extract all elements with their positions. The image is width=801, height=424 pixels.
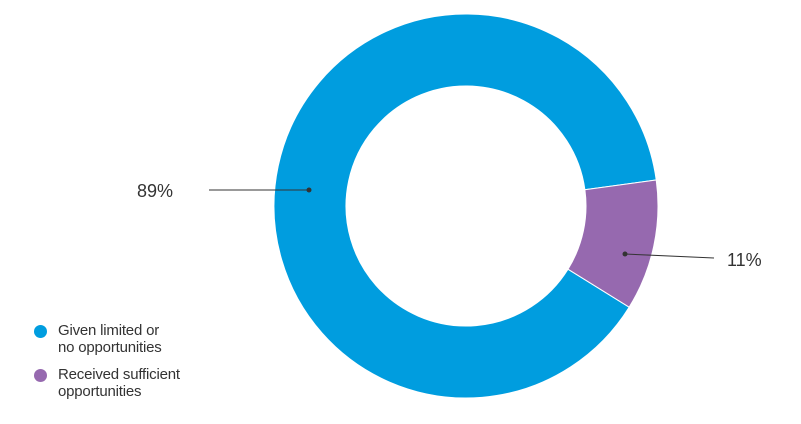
legend-swatch-received-sufficient (34, 369, 47, 382)
leader-dot (622, 251, 628, 257)
slice-received-sufficient (567, 179, 659, 308)
data-label-given-limited: 89% (137, 181, 173, 201)
legend-label-line: Given limited or (58, 322, 160, 339)
donut-slices (273, 13, 659, 399)
leader-dot (306, 187, 312, 193)
legend-label-line: no opportunities (58, 339, 162, 356)
legend-label-line: Received sufficient (58, 366, 180, 383)
legend-label-line: opportunities (58, 383, 142, 400)
leader-line (624, 253, 715, 259)
slice-given-limited (273, 13, 657, 399)
chart-legend: Given limited or no opportunities Receiv… (34, 322, 223, 410)
legend-swatch-given-limited (34, 325, 47, 338)
legend-label-given-limited: Given limited or no opportunities (58, 322, 223, 356)
legend-item-given-limited: Given limited or no opportunities (34, 322, 223, 356)
data-label-received-sufficient: 11% (727, 250, 762, 270)
legend-label-received-sufficient: Received sufficient opportunities (58, 366, 223, 400)
donut-labels: 89% 11% (137, 181, 762, 270)
legend-item-received-sufficient: Received sufficient opportunities (34, 366, 223, 400)
